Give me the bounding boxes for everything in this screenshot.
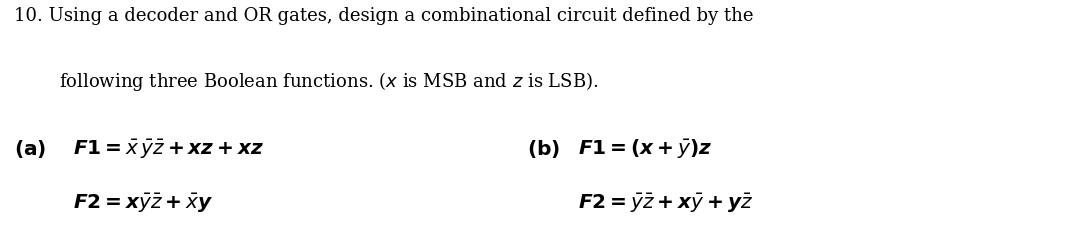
Text: $\mathbf{(a)}$: $\mathbf{(a)}$: [14, 138, 46, 160]
Text: 10. Using a decoder and OR gates, design a combinational circuit defined by the: 10. Using a decoder and OR gates, design…: [14, 7, 754, 25]
Text: $\boldsymbol{F1 = (x + \bar{y})z}$: $\boldsymbol{F1 = (x + \bar{y})z}$: [578, 138, 712, 161]
Text: $\mathbf{(b)}$: $\mathbf{(b)}$: [527, 138, 561, 160]
Text: $\boldsymbol{F2 = x\bar{y}\bar{z} + \bar{x}y}$: $\boldsymbol{F2 = x\bar{y}\bar{z} + \bar…: [73, 192, 214, 215]
Text: $\boldsymbol{F1 = \bar{x}\,\bar{y}\bar{z} + xz + xz}$: $\boldsymbol{F1 = \bar{x}\,\bar{y}\bar{z…: [73, 138, 265, 161]
Text: following three Boolean functions. ($x$ is MSB and $z$ is LSB).: following three Boolean functions. ($x$ …: [59, 70, 599, 93]
Text: $\boldsymbol{F2 = \bar{y}\bar{z} + x\bar{y} + y\bar{z}}$: $\boldsymbol{F2 = \bar{y}\bar{z} + x\bar…: [578, 192, 753, 215]
